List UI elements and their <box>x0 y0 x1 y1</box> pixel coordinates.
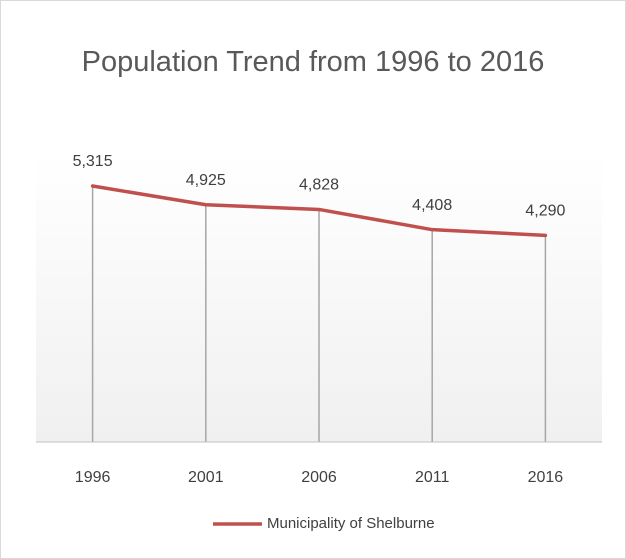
x-tick-label: 2011 <box>415 469 450 486</box>
chart-title: Population Trend from 1996 to 2016 <box>81 46 545 78</box>
series-line <box>90 184 548 238</box>
data-label: 4,828 <box>299 177 339 194</box>
data-label: 4,290 <box>525 203 565 220</box>
x-tick-label: 2001 <box>188 469 224 486</box>
x-tick-label: 1996 <box>75 469 111 486</box>
data-label: 4,925 <box>186 172 226 189</box>
x-tick-label: 2016 <box>528 469 564 486</box>
x-tick-label: 2006 <box>301 469 337 486</box>
data-label: 5,315 <box>73 153 113 170</box>
data-label: 4,408 <box>412 197 452 214</box>
legend-label: Municipality of Shelburne <box>267 515 435 532</box>
